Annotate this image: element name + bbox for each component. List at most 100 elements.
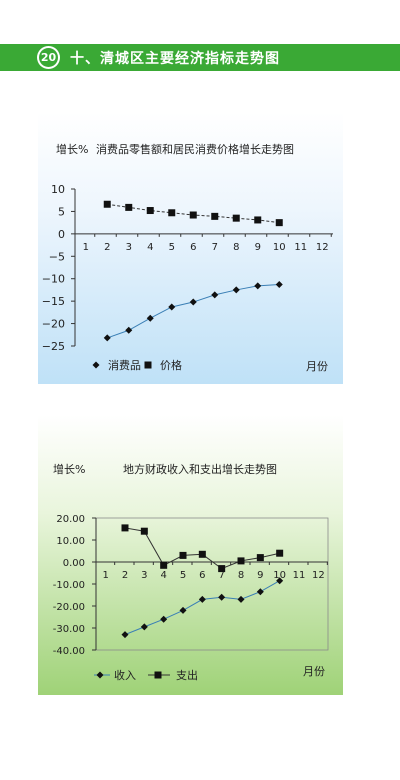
data-point-消费品 [146, 314, 154, 322]
data-point-收入 [256, 588, 264, 596]
legend-label: 支出 [176, 668, 198, 682]
x-tick-label: 3 [126, 242, 132, 253]
data-point-价格 [103, 200, 111, 208]
x-tick-label: 12 [316, 242, 329, 253]
x-tick-label: 6 [190, 242, 196, 253]
x-tick-label: 3 [141, 570, 147, 581]
legend-label: 消费品 [108, 358, 141, 372]
section-title: 十、清城区主要经济指标走势图 [70, 51, 280, 67]
chart-title: 地方财政收入和支出增长走势图 [123, 462, 277, 476]
data-point-价格 [125, 203, 133, 211]
x-tick-label: 6 [199, 570, 205, 581]
plot-area-frame [95, 517, 329, 651]
y-tick-label: −5 [49, 250, 65, 263]
y-tick-label: -10.00 [53, 580, 85, 591]
x-axis-title: 月份 [306, 360, 328, 373]
data-point-消费品 [232, 286, 240, 294]
data-point-价格 [146, 207, 154, 215]
data-point-收入 [276, 577, 284, 585]
legend-label: 收入 [114, 668, 136, 682]
data-point-支出 [237, 557, 245, 565]
y-tick-label: 5 [58, 205, 65, 218]
legend-marker [92, 361, 100, 369]
legend-label: 价格 [160, 358, 182, 372]
data-point-消费品 [189, 298, 197, 306]
x-tick-label: 10 [273, 570, 286, 581]
x-tick-label: 8 [233, 242, 239, 253]
x-tick-label: 7 [212, 242, 218, 253]
data-point-价格 [232, 214, 240, 222]
x-tick-label: 9 [255, 242, 261, 253]
x-tick-label: 2 [122, 570, 128, 581]
data-point-收入 [218, 593, 226, 601]
y-tick-label: 10.00 [56, 536, 85, 547]
series-line-1 [124, 580, 280, 636]
data-point-消费品 [103, 334, 111, 342]
series-line-1 [107, 284, 280, 339]
y-tick-label: -30.00 [53, 624, 85, 635]
x-axis-title: 月份 [303, 665, 325, 678]
data-point-支出 [121, 524, 129, 532]
data-point-消费品 [275, 281, 283, 289]
x-tick-label: 11 [294, 242, 307, 253]
x-tick-label: 9 [257, 570, 263, 581]
y-tick-label: 10 [51, 183, 65, 196]
y-tick-label: -40.00 [53, 646, 85, 657]
data-point-支出 [276, 549, 284, 557]
y-tick-label: −25 [42, 340, 65, 353]
data-point-支出 [218, 565, 226, 573]
chart-title: 消费品零售额和居民消费价格增长走势图 [96, 142, 294, 156]
x-tick-label: 5 [169, 242, 175, 253]
data-point-价格 [189, 211, 197, 219]
x-tick-label: 2 [104, 242, 110, 253]
data-point-消费品 [254, 282, 262, 290]
y-tick-label: 0 [58, 228, 65, 241]
data-point-支出 [179, 551, 187, 559]
data-point-价格 [275, 219, 283, 227]
section-number-badge: 20 [37, 46, 60, 69]
data-point-价格 [254, 216, 262, 224]
data-point-消费品 [168, 303, 176, 311]
x-tick-label: 5 [180, 570, 186, 581]
data-point-收入 [121, 631, 129, 639]
data-point-价格 [168, 209, 176, 217]
legend-marker [96, 671, 104, 679]
x-tick-label: 4 [160, 570, 166, 581]
data-point-支出 [256, 554, 264, 562]
data-point-收入 [198, 595, 206, 603]
x-tick-label: 4 [147, 242, 153, 253]
x-tick-label: 1 [102, 570, 108, 581]
data-point-消费品 [211, 291, 219, 299]
data-point-支出 [160, 561, 168, 569]
section-number: 20 [39, 48, 58, 67]
y-axis-title: 增长% [53, 462, 85, 476]
x-tick-label: 11 [293, 570, 306, 581]
y-tick-label: −10 [42, 273, 65, 286]
data-point-收入 [160, 615, 168, 623]
chart-panel-consumption-price: 10 5 0 −5 −10 −15 −20 −25 1 2 3 4 5 6 7 8 9 10 11 12 增长% 消费品零… [38, 112, 343, 384]
data-point-支出 [198, 550, 206, 558]
section-header-bar: 20 十、清城区主要经济指标走势图 [0, 44, 400, 71]
y-tick-label: 20.00 [56, 514, 85, 525]
y-tick-label: −15 [42, 295, 65, 308]
y-axis-title: 增长% [56, 142, 88, 156]
y-tick-label: −20 [42, 318, 65, 331]
chart-panel-fiscal: 20.00 10.00 0.00 -10.00 -20.00 -30.00 -40.00 1 2… [38, 415, 343, 695]
x-tick-label: 1 [83, 242, 89, 253]
x-tick-label: 12 [312, 570, 325, 581]
y-tick-label: 0.00 [63, 558, 85, 569]
data-point-收入 [140, 623, 148, 631]
x-tick-label: 7 [218, 570, 224, 581]
data-point-收入 [237, 595, 245, 603]
y-tick-label: -20.00 [53, 602, 85, 613]
data-point-价格 [211, 212, 219, 220]
data-point-消费品 [125, 326, 133, 334]
x-tick-label: 8 [238, 570, 244, 581]
legend-marker [144, 361, 152, 369]
x-tick-label: 10 [273, 242, 286, 253]
data-point-收入 [179, 606, 187, 614]
legend-marker [154, 671, 162, 679]
data-point-支出 [140, 527, 148, 535]
